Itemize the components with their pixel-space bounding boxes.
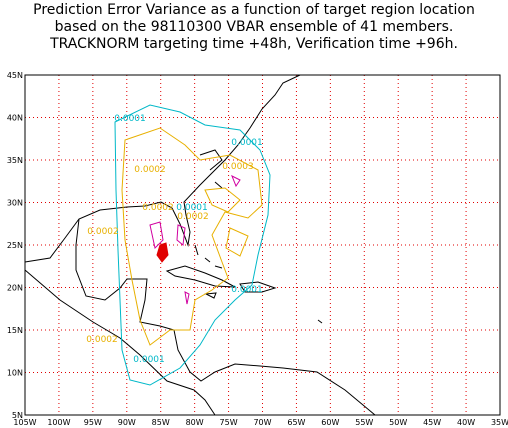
x-tick-label: 35W xyxy=(491,418,508,427)
contours xyxy=(114,104,271,386)
contour-label: 0.0001 xyxy=(231,138,263,148)
title-line: Prediction Error Variance as a function … xyxy=(33,2,475,18)
x-tick-label: 85W xyxy=(152,418,170,427)
x-tick-label: 75W xyxy=(220,418,238,427)
x-tick-label: 60W xyxy=(321,418,339,427)
x-tick-label: 40W xyxy=(457,418,475,427)
x-tick-label: 55W xyxy=(355,418,373,427)
x-tick-label: 105W xyxy=(13,418,36,427)
coastlines xyxy=(24,74,376,416)
contour-label: 0.0002 xyxy=(177,212,209,222)
frame xyxy=(24,74,501,416)
y-tick-label: 15N xyxy=(7,326,23,335)
x-tick-label: 45W xyxy=(423,418,441,427)
contour-label: 0.0003 xyxy=(222,162,254,172)
y-tick-label: 45N xyxy=(7,71,23,80)
y-tick-label: 25N xyxy=(7,241,23,250)
axis-labels: 105W 100W 95W 90W 85W 80W 75W 70W 65W 60W 55W 50W 45… xyxy=(7,71,508,427)
y-tick-label: 30N xyxy=(7,199,23,208)
y-tick-label: 20N xyxy=(7,284,23,293)
contour-label: 0.0001 xyxy=(176,203,208,213)
contour-label: 0.0002 xyxy=(134,165,166,175)
x-tick-label: 100W xyxy=(47,418,70,427)
contour-label: 0.0001 xyxy=(114,114,146,124)
x-tick-label: 95W xyxy=(84,418,102,427)
y-tick-label: 10N xyxy=(7,369,23,378)
x-tick-label: 65W xyxy=(287,418,305,427)
x-tick-label: 90W xyxy=(118,418,136,427)
contour-label: 0.0001 xyxy=(231,285,263,295)
x-tick-label: 70W xyxy=(253,418,271,427)
contour-label: 0.0001 xyxy=(133,355,165,365)
y-tick-label: 35N xyxy=(7,156,23,165)
contour-label: 0.0002 xyxy=(87,227,119,237)
contour-label: 0.0002 xyxy=(142,203,174,213)
grid xyxy=(25,75,500,415)
x-tick-label: 80W xyxy=(186,418,204,427)
contour-label: 0.0002 xyxy=(86,335,118,345)
y-tick-label: 40N xyxy=(7,114,23,123)
title-line: based on the 98110300 VBAR ensemble of 4… xyxy=(55,19,454,35)
x-tick-label: 50W xyxy=(389,418,407,427)
y-tick-label: 5N xyxy=(12,411,23,420)
title-line: TRACKNORM targeting time +48h, Verificat… xyxy=(49,36,458,52)
